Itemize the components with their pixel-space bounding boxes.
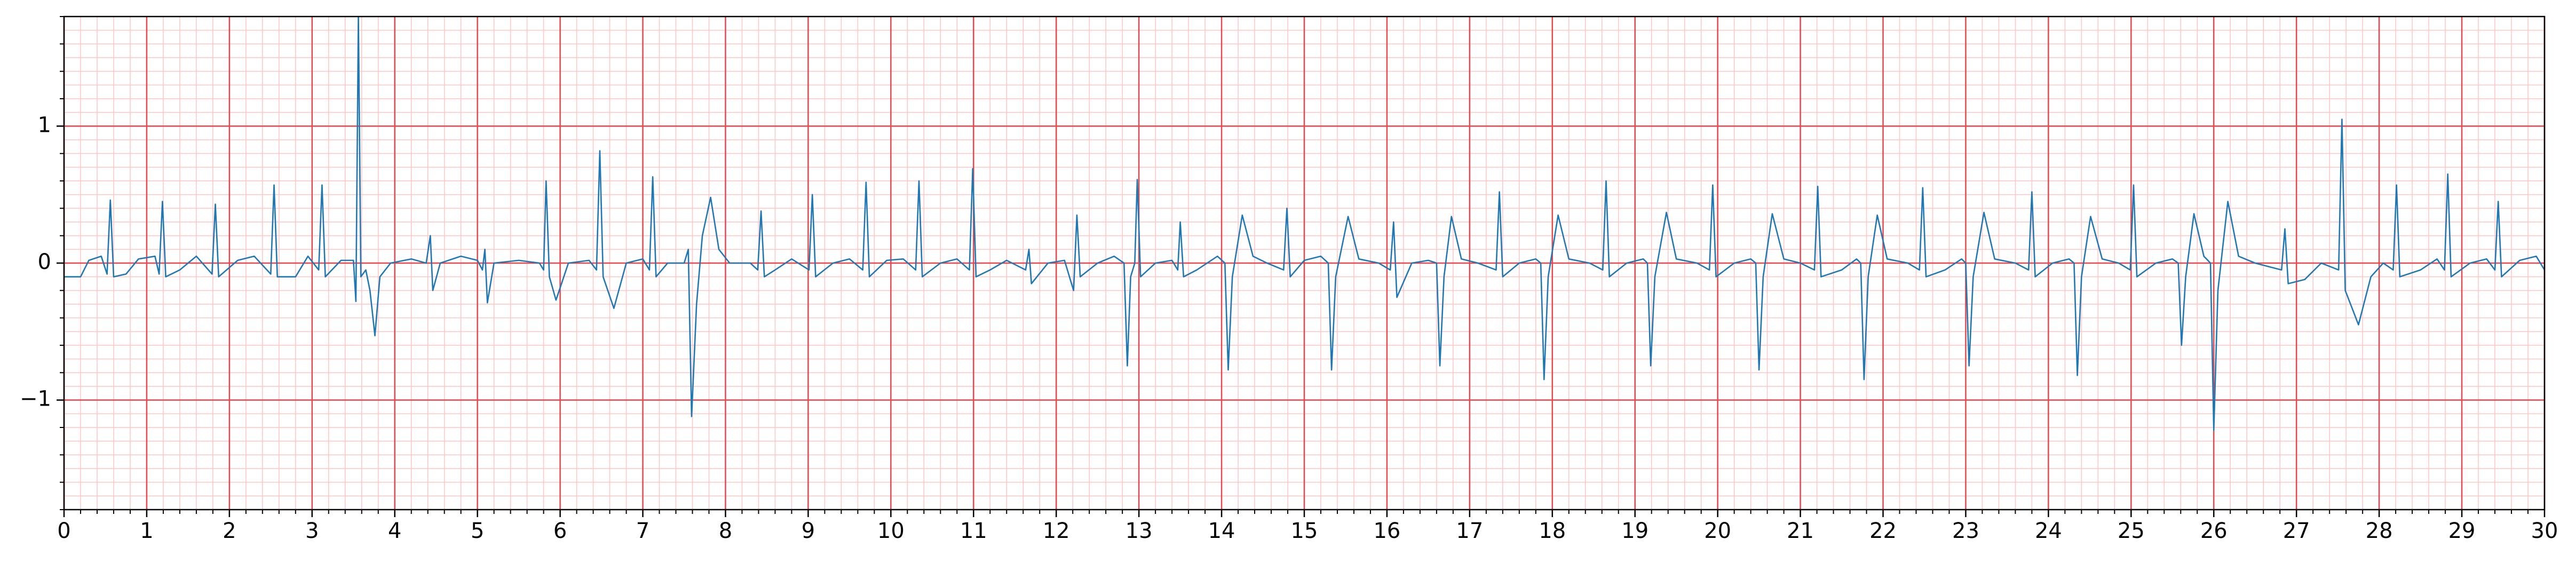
x-tick-label: 13	[1125, 519, 1153, 543]
x-tick-label: 15	[1291, 519, 1318, 543]
x-tick-label: 8	[719, 519, 732, 543]
x-tick-label: 12	[1043, 519, 1070, 543]
x-tick-label: 22	[1869, 519, 1897, 543]
ecg-line	[64, 17, 2545, 431]
x-tick-label: 7	[636, 519, 649, 543]
y-tick-label: −1	[20, 387, 51, 411]
x-tick-label: 5	[471, 519, 484, 543]
x-tick-label: 16	[1373, 519, 1400, 543]
x-tick-label: 25	[2118, 519, 2145, 543]
x-tick-label: 29	[2448, 519, 2476, 543]
x-tick-label: 26	[2200, 519, 2228, 543]
x-tick-label: 14	[1208, 519, 1235, 543]
x-tick-label: 21	[1787, 519, 1814, 543]
plot-frame	[63, 15, 2546, 511]
x-tick-label: 30	[2531, 519, 2558, 543]
x-tick-label: 1	[140, 519, 153, 543]
y-tick-label: 1	[38, 113, 51, 137]
x-tick-label: 17	[1456, 519, 1483, 543]
x-tick-label: 19	[1621, 519, 1648, 543]
x-tick-label: 23	[1952, 519, 1979, 543]
x-tick-label: 18	[1539, 519, 1566, 543]
x-tick-label: 6	[553, 519, 567, 543]
x-tick-label: 27	[2283, 519, 2310, 543]
x-tick-label: 3	[305, 519, 319, 543]
x-tick-label: 2	[223, 519, 236, 543]
x-tick-label: 24	[2035, 519, 2062, 543]
x-tick-label: 28	[2366, 519, 2393, 543]
x-tick-label: 9	[802, 519, 815, 543]
x-tick-label: 11	[960, 519, 987, 543]
x-tick-label: 10	[877, 519, 905, 543]
y-tick-label: 0	[38, 250, 51, 274]
x-tick-label: 4	[388, 519, 401, 543]
x-tick-label: 0	[57, 519, 70, 543]
x-tick-label: 20	[1704, 519, 1731, 543]
